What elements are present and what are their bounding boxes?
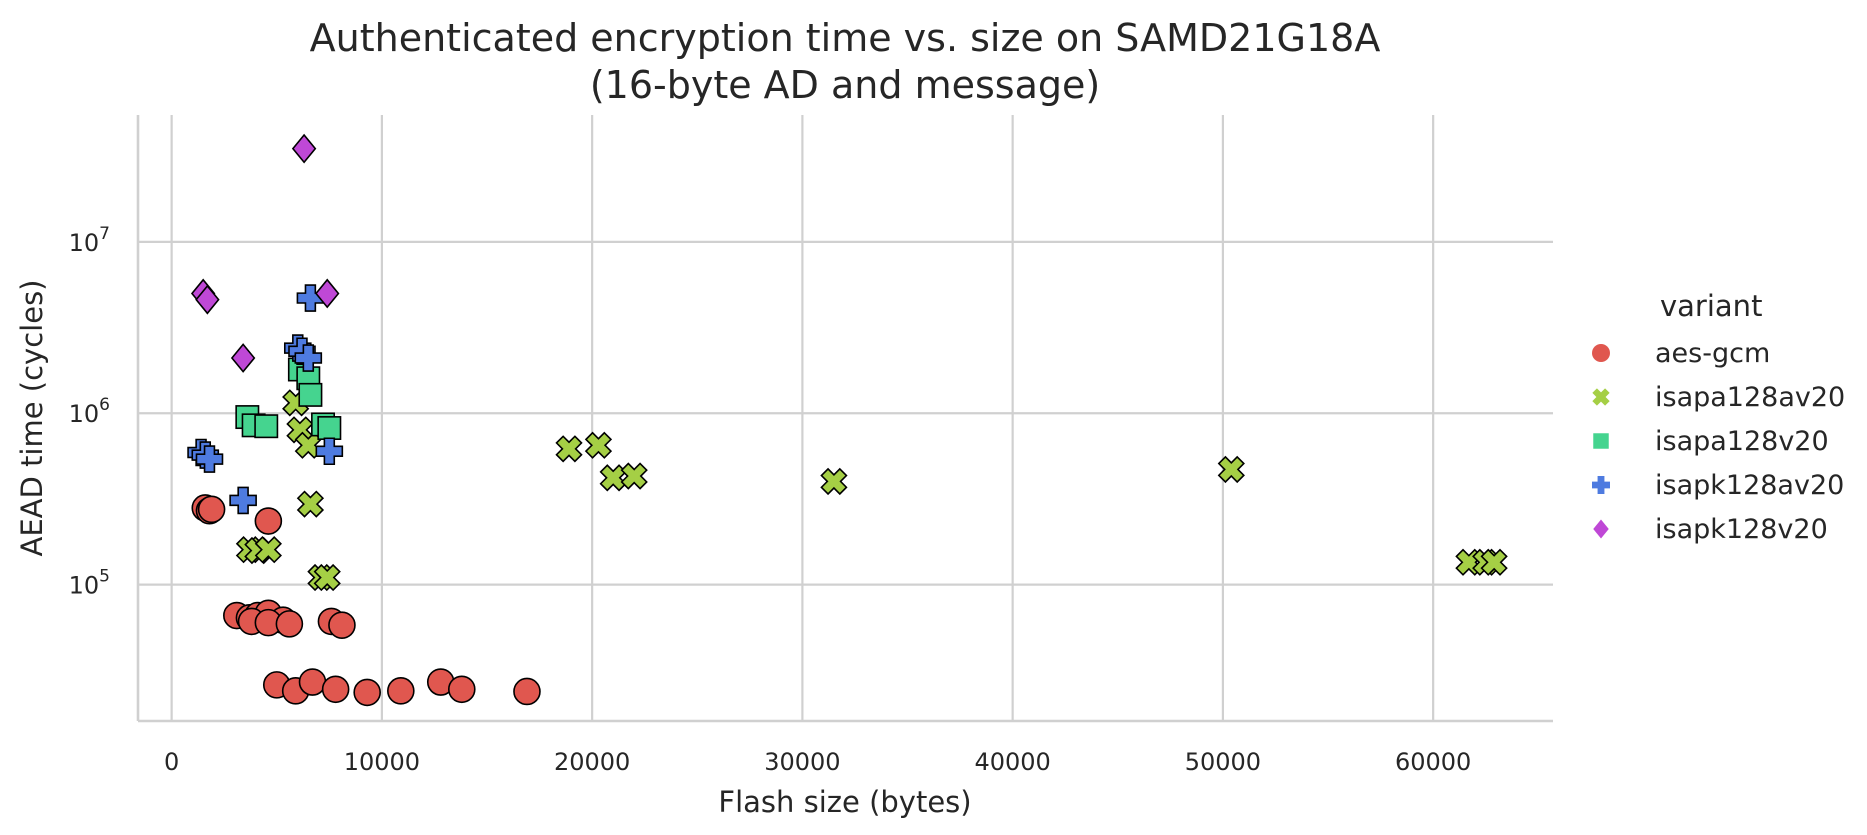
data-point — [599, 464, 627, 492]
data-point — [584, 431, 613, 459]
data-point — [620, 462, 648, 490]
data-point — [229, 486, 257, 515]
data-point — [254, 507, 283, 535]
data-point — [195, 284, 220, 315]
legend-label: isapa128av20 — [1655, 382, 1845, 413]
data-point — [298, 382, 323, 407]
data-point — [820, 467, 848, 496]
data-points — [187, 133, 1508, 707]
x-tick-label: 0 — [164, 748, 179, 776]
x-axis-label: Flash size (bytes) — [718, 785, 971, 819]
data-point — [254, 414, 279, 439]
data-point — [296, 490, 325, 518]
legend-item-isapa128av20: isapa128av20 — [1592, 382, 1845, 413]
y-axis-label: AEAD time (cycles) — [15, 280, 49, 557]
legend-label: aes-gcm — [1655, 338, 1770, 369]
data-point — [321, 675, 350, 704]
data-point — [230, 343, 256, 373]
legend-marker — [1593, 519, 1609, 539]
legend-marker — [1592, 388, 1610, 406]
data-point — [195, 445, 224, 473]
series-isapa128av20 — [235, 389, 1508, 592]
series-aes-gcm — [191, 494, 541, 707]
legend: variant aes-gcm isapa128av20 isapa128v20 is… — [1592, 289, 1845, 545]
grid — [138, 115, 1553, 721]
y-tick-label: 106 — [69, 395, 110, 428]
legend-item-isapa128v20: isapa128v20 — [1593, 426, 1829, 457]
data-point — [353, 678, 381, 707]
y-tick-label: 105 — [69, 567, 110, 600]
data-point — [254, 535, 282, 564]
axes-spines — [136, 115, 1553, 723]
data-point — [291, 133, 317, 164]
data-point — [513, 677, 541, 706]
data-point — [387, 677, 415, 705]
data-point — [294, 344, 323, 372]
chart-title: Authenticated encryption time vs. size o… — [310, 16, 1381, 107]
data-point — [294, 431, 322, 459]
data-point — [314, 278, 340, 309]
legend-marker — [1593, 433, 1609, 449]
x-tick-label: 20000 — [554, 748, 630, 776]
x-tick-label: 10000 — [344, 748, 420, 776]
x-axis-ticks: 0 10000 20000 30000 40000 50000 60000 — [164, 748, 1471, 776]
x-tick-label: 60000 — [1395, 748, 1471, 776]
data-point — [275, 610, 304, 638]
x-tick-label: 30000 — [764, 748, 840, 776]
data-point — [315, 437, 344, 466]
data-point — [555, 435, 583, 463]
x-tick-label: 40000 — [974, 748, 1050, 776]
y-tick-label: 107 — [69, 224, 110, 257]
data-point — [447, 675, 476, 704]
data-point — [298, 668, 327, 696]
legend-marker — [1592, 344, 1610, 362]
data-point — [317, 416, 342, 440]
legend-label: isapk128v20 — [1655, 514, 1828, 545]
legend-marker — [1592, 476, 1610, 494]
data-point — [328, 611, 356, 639]
x-tick-label: 50000 — [1185, 748, 1261, 776]
y-axis-ticks: 105 106 107 — [69, 224, 110, 600]
chart-title-line-1: Authenticated encryption time vs. size o… — [310, 16, 1381, 60]
legend-label: isapa128v20 — [1655, 426, 1829, 457]
data-point — [1217, 455, 1245, 484]
series-isapk128v20 — [190, 133, 340, 373]
legend-label: isapk128av20 — [1655, 470, 1844, 501]
data-point — [197, 495, 226, 524]
data-point — [1480, 548, 1508, 576]
legend-item-isapk128v20: isapk128v20 — [1593, 514, 1828, 545]
legend-item-isapk128av20: isapk128av20 — [1592, 470, 1844, 501]
chart-title-line-2: (16-byte AD and message) — [590, 63, 1100, 107]
data-point — [313, 563, 341, 592]
legend-title: variant — [1660, 289, 1762, 323]
legend-item-aes-gcm: aes-gcm — [1592, 338, 1770, 369]
